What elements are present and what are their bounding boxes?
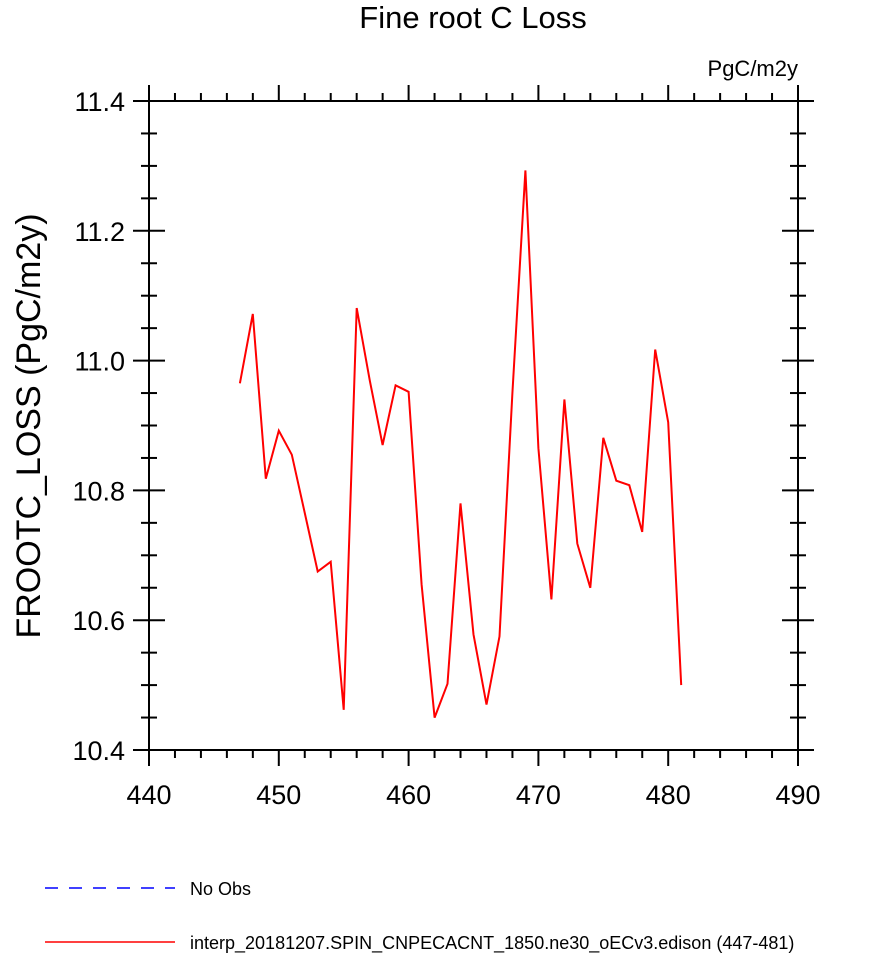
y-tick-labels: 10.4 10.6 10.8 11.0 11.2 11.4 [72,87,125,766]
x-tick-label: 450 [256,780,301,810]
x-tick-label: 480 [646,780,691,810]
y-tick-label: 11.4 [74,87,125,117]
y-axis-label: FROOTC_LOSS (PgC/m2y) [10,213,48,638]
legend-label: interp_20181207.SPIN_CNPECACNT_1850.ne30… [190,933,794,954]
legend: No Obs interp_20181207.SPIN_CNPECACNT_185… [45,879,794,954]
x-tick-labels: 440 450 460 470 480 490 [126,780,820,810]
legend-label: No Obs [190,879,251,899]
chart-title: Fine root C Loss [359,0,586,35]
x-tick-label: 490 [775,780,820,810]
series-line [238,170,683,718]
y-tick-label: 10.4 [72,736,125,766]
units-label: PgC/m2y [708,56,798,81]
y-tick-label: 11.2 [74,217,125,247]
x-tick-label: 440 [126,780,171,810]
y-tick-label: 10.8 [72,476,125,506]
plot-frame [148,100,799,751]
series-layer [238,170,683,718]
x-tick-label: 470 [516,780,561,810]
x-tick-label: 460 [386,780,431,810]
y-tick-label: 10.6 [72,606,125,636]
axis-ticks [133,85,814,766]
y-tick-label: 11.0 [74,347,125,377]
